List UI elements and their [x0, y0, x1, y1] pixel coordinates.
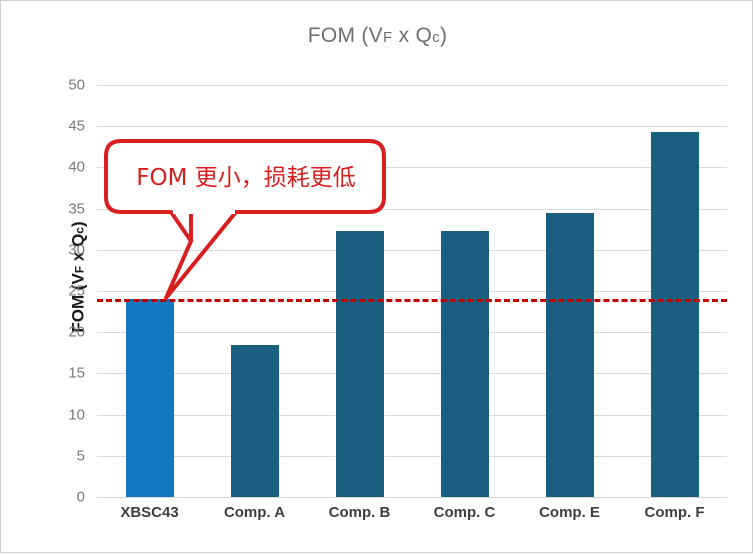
bar-comp-c[interactable]: [440, 230, 489, 497]
gridline: [97, 291, 727, 292]
x-axis-label-comp-f: Comp. F: [644, 504, 705, 521]
bar-xbsc43[interactable]: [125, 299, 174, 497]
bar-comp-a[interactable]: [230, 345, 279, 497]
x-axis-label-comp-a: Comp. A: [223, 504, 286, 521]
chart-title: FOM (VF x Qc): [1, 24, 753, 48]
y-axis-tick-label: 30: [68, 241, 85, 259]
gridline: [97, 126, 727, 128]
bar-slot: [307, 85, 412, 497]
y-axis-tick-label: 20: [68, 323, 85, 341]
gridline: [97, 497, 727, 498]
x-axis-label-comp-e: Comp. E: [539, 504, 600, 521]
gridline: [97, 332, 727, 334]
y-axis-tick-label: 50: [68, 76, 85, 94]
gridline: [97, 249, 727, 251]
bar-slot: [412, 85, 517, 497]
x-axis-label-comp-c: Comp. C: [433, 504, 496, 521]
y-axis-tick-label: 35: [68, 200, 85, 218]
reference-line: [97, 299, 727, 303]
chart-title-subscript-f: F: [383, 29, 393, 46]
y-axis-tick-labels: 0 5 10 15 20 25 30 35 40 45 50: [1, 77, 97, 506]
chart-title-subscript-c: c: [432, 29, 440, 46]
x-axis-label-xbsc43: XBSC43: [120, 504, 179, 521]
y-axis-tick-label: 15: [68, 364, 85, 382]
y-axis-tick-label: 45: [68, 117, 85, 135]
bar-slot: [517, 85, 622, 497]
gridline: [97, 208, 727, 210]
x-axis-label-comp-b: Comp. B: [328, 504, 391, 521]
gridline: [97, 167, 727, 169]
y-axis-tick-label: 40: [68, 158, 85, 176]
bar-comp-f[interactable]: [650, 131, 699, 497]
y-axis-tick-label: 10: [68, 406, 85, 424]
x-axis-category-labels: XBSC43 Comp. A Comp. B Comp. C Comp. E Comp. …: [97, 504, 727, 536]
chart-title-end: ): [440, 24, 448, 47]
plot-area: [97, 85, 727, 498]
gridline: [97, 85, 727, 86]
bar-slot: [622, 85, 727, 497]
bar-comp-b[interactable]: [335, 230, 384, 497]
gridline: [97, 414, 727, 416]
y-axis-tick-label: 5: [76, 447, 85, 465]
bar-comp-e[interactable]: [545, 212, 594, 497]
bar-slot: [97, 85, 202, 497]
chart-title-mid: x Q: [392, 24, 433, 47]
bar-slot: [202, 85, 307, 497]
gridline: [97, 455, 727, 457]
chart-title-main: FOM (V: [307, 24, 383, 47]
callout-text: FOM 更小，损耗更低: [136, 165, 356, 191]
y-axis-tick-label: 25: [68, 282, 85, 300]
y-axis-tick-label: 0: [76, 488, 85, 506]
gridline: [97, 373, 727, 375]
